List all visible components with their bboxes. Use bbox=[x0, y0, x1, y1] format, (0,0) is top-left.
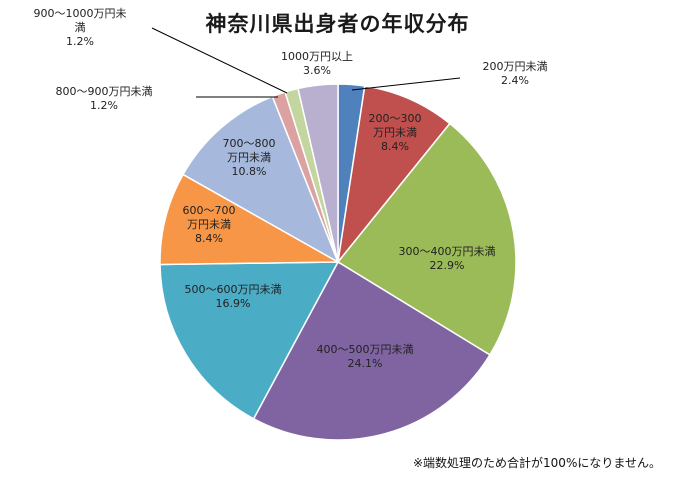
slice-value-label: 8.4% bbox=[195, 232, 223, 245]
slice-category-label: 万円未満 bbox=[373, 126, 417, 139]
slice-category-label: 1000万円以上 bbox=[281, 50, 353, 63]
slice-value-label: 1.2% bbox=[90, 99, 118, 112]
pie-slice bbox=[336, 122, 517, 356]
slice-category-label: 200万円未満 bbox=[483, 60, 548, 73]
pie-slice bbox=[181, 95, 340, 264]
slice-value-label: 10.8% bbox=[232, 165, 267, 178]
slice-value-label: 24.1% bbox=[348, 357, 383, 370]
slice-category-label: 万円未満 bbox=[227, 151, 271, 164]
slice-category-label: 200〜300 bbox=[369, 112, 422, 125]
slice-category-label: 400〜500万円未満 bbox=[317, 343, 414, 356]
slice-category-label: 700〜800 bbox=[223, 137, 276, 150]
leader-line bbox=[151, 27, 288, 94]
chart-title: 神奈川県出身者の年収分布 bbox=[205, 12, 470, 36]
footnote: ※端数処理のため合計が100%になりません。 bbox=[412, 456, 661, 470]
leader-line bbox=[351, 77, 461, 91]
slice-value-label: 16.9% bbox=[216, 297, 251, 310]
slice-category-label: 800〜900万円未満 bbox=[56, 85, 153, 98]
slice-value-label: 8.4% bbox=[381, 140, 409, 153]
pie-slice bbox=[159, 261, 340, 420]
slice-value-label: 3.6% bbox=[303, 64, 331, 77]
slice-value-label: 22.9% bbox=[430, 259, 465, 272]
pie-slice bbox=[297, 83, 339, 263]
slice-value-label: 1.2% bbox=[66, 35, 94, 48]
slice-category-label: 900〜1000万円未 bbox=[34, 7, 127, 20]
pie-slice bbox=[336, 85, 451, 265]
slice-category-label: 300〜400万円未満 bbox=[399, 245, 496, 258]
slice-value-label: 2.4% bbox=[501, 74, 529, 87]
slice-category-label: 500〜600万円未満 bbox=[185, 283, 282, 296]
slice-category-label: 満 bbox=[75, 21, 86, 34]
slice-category-label: 600〜700 bbox=[183, 204, 236, 217]
pie-slice bbox=[252, 260, 491, 441]
slice-category-label: 万円未満 bbox=[187, 218, 231, 231]
pie-slice bbox=[159, 173, 341, 266]
